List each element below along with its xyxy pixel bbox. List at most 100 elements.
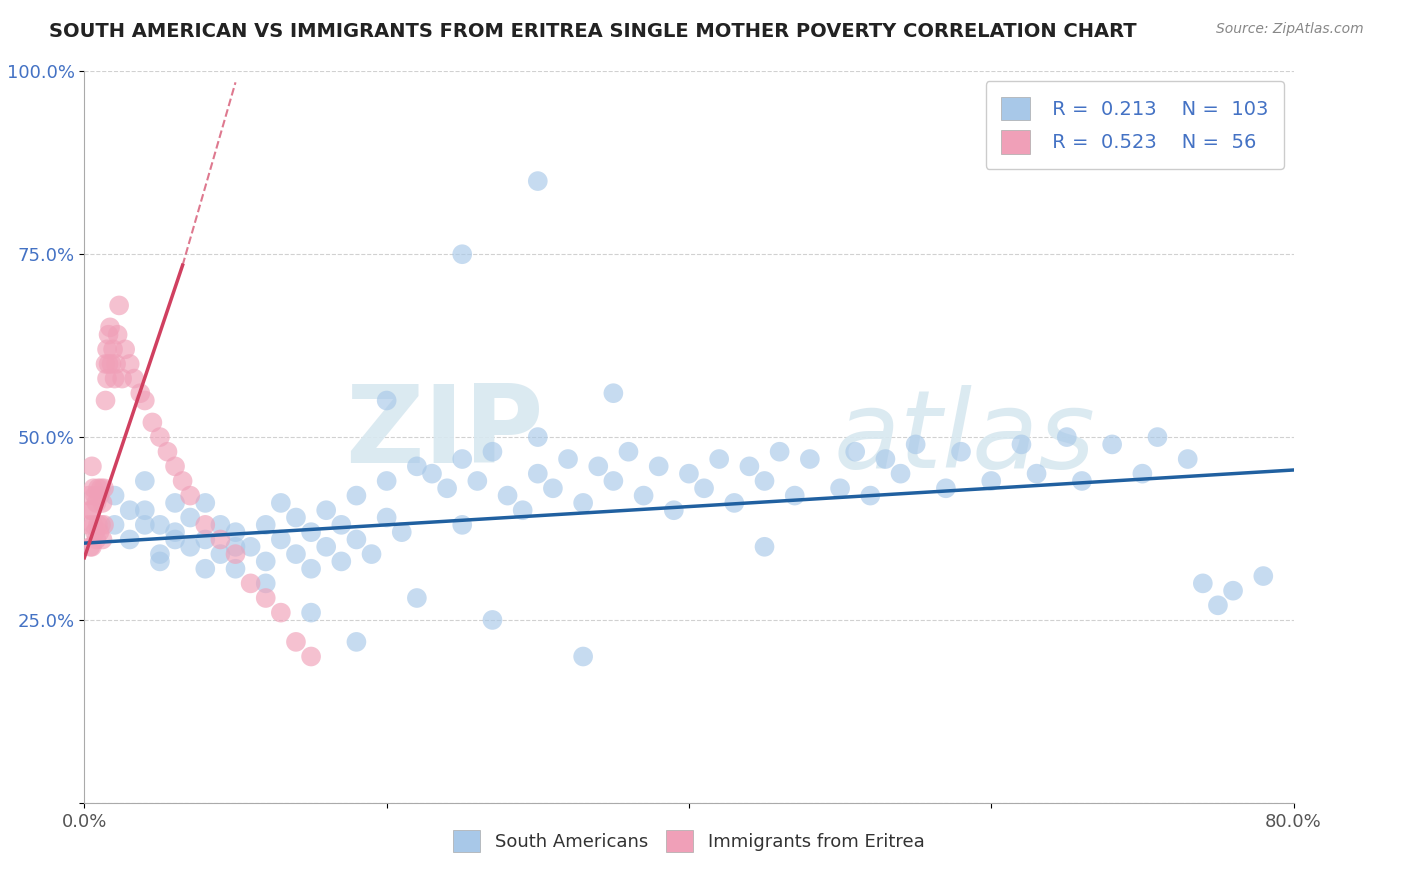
Point xyxy=(799,452,821,467)
Text: Source: ZipAtlas.com: Source: ZipAtlas.com xyxy=(1216,22,1364,37)
Point xyxy=(527,174,550,188)
Point xyxy=(179,489,201,503)
Point xyxy=(101,343,124,357)
Point xyxy=(89,525,111,540)
Text: ZIP: ZIP xyxy=(346,380,544,486)
Point xyxy=(662,503,685,517)
Point xyxy=(82,481,104,495)
Point xyxy=(209,517,232,532)
Point xyxy=(134,393,156,408)
Point xyxy=(97,327,120,342)
Point xyxy=(107,327,129,342)
Point xyxy=(451,452,474,467)
Point xyxy=(527,467,550,481)
Point xyxy=(165,525,187,540)
Point xyxy=(134,474,156,488)
Point xyxy=(875,452,897,467)
Point xyxy=(94,357,117,371)
Point xyxy=(602,386,624,401)
Point xyxy=(254,591,277,605)
Point xyxy=(90,517,112,532)
Point xyxy=(769,444,792,458)
Point xyxy=(783,489,806,503)
Point xyxy=(1011,437,1033,451)
Point xyxy=(165,496,187,510)
Point xyxy=(617,444,640,458)
Point xyxy=(84,525,107,540)
Point xyxy=(80,459,103,474)
Point xyxy=(84,489,107,503)
Point xyxy=(100,357,122,371)
Point xyxy=(134,517,156,532)
Point xyxy=(451,247,474,261)
Point xyxy=(194,562,217,576)
Point xyxy=(572,649,595,664)
Point xyxy=(980,474,1002,488)
Point xyxy=(678,467,700,481)
Point xyxy=(451,517,474,532)
Point xyxy=(1130,467,1153,481)
Point xyxy=(1071,474,1094,488)
Legend: South Americans, Immigrants from Eritrea: South Americans, Immigrants from Eritrea xyxy=(446,823,932,860)
Point xyxy=(844,444,866,458)
Point xyxy=(108,298,131,312)
Point xyxy=(496,489,519,503)
Point xyxy=(512,503,534,517)
Point xyxy=(89,489,111,503)
Point xyxy=(82,517,104,532)
Point xyxy=(104,489,127,503)
Point xyxy=(481,613,503,627)
Point xyxy=(633,489,655,503)
Point xyxy=(179,540,201,554)
Point xyxy=(602,474,624,488)
Point xyxy=(129,386,152,401)
Point xyxy=(1025,467,1047,481)
Point xyxy=(738,459,761,474)
Text: atlas: atlas xyxy=(834,384,1095,490)
Point xyxy=(346,489,368,503)
Point xyxy=(299,649,322,664)
Point xyxy=(122,371,145,385)
Point xyxy=(406,459,429,474)
Point xyxy=(80,540,103,554)
Point xyxy=(890,467,912,481)
Point xyxy=(97,357,120,371)
Point xyxy=(86,496,108,510)
Point xyxy=(375,510,398,524)
Point xyxy=(541,481,564,495)
Point xyxy=(104,371,127,385)
Point xyxy=(141,416,163,430)
Point xyxy=(225,540,247,554)
Point xyxy=(1192,576,1215,591)
Point xyxy=(299,606,322,620)
Point xyxy=(149,554,172,568)
Point xyxy=(420,467,443,481)
Point xyxy=(79,503,101,517)
Point xyxy=(1056,430,1078,444)
Point xyxy=(299,525,322,540)
Point xyxy=(96,343,118,357)
Point xyxy=(96,371,118,385)
Point xyxy=(709,452,731,467)
Point xyxy=(346,533,368,547)
Point xyxy=(239,576,262,591)
Point xyxy=(91,496,114,510)
Point xyxy=(285,510,308,524)
Point xyxy=(254,554,277,568)
Point xyxy=(118,533,141,547)
Point xyxy=(111,371,134,385)
Point xyxy=(149,547,172,561)
Point xyxy=(194,517,217,532)
Point xyxy=(1146,430,1168,444)
Point xyxy=(172,474,194,488)
Point xyxy=(436,481,458,495)
Point xyxy=(77,489,100,503)
Point xyxy=(572,496,595,510)
Point xyxy=(225,547,247,561)
Point xyxy=(360,547,382,561)
Point xyxy=(1222,583,1244,598)
Point xyxy=(467,474,489,488)
Point xyxy=(285,635,308,649)
Point xyxy=(134,503,156,517)
Point xyxy=(375,474,398,488)
